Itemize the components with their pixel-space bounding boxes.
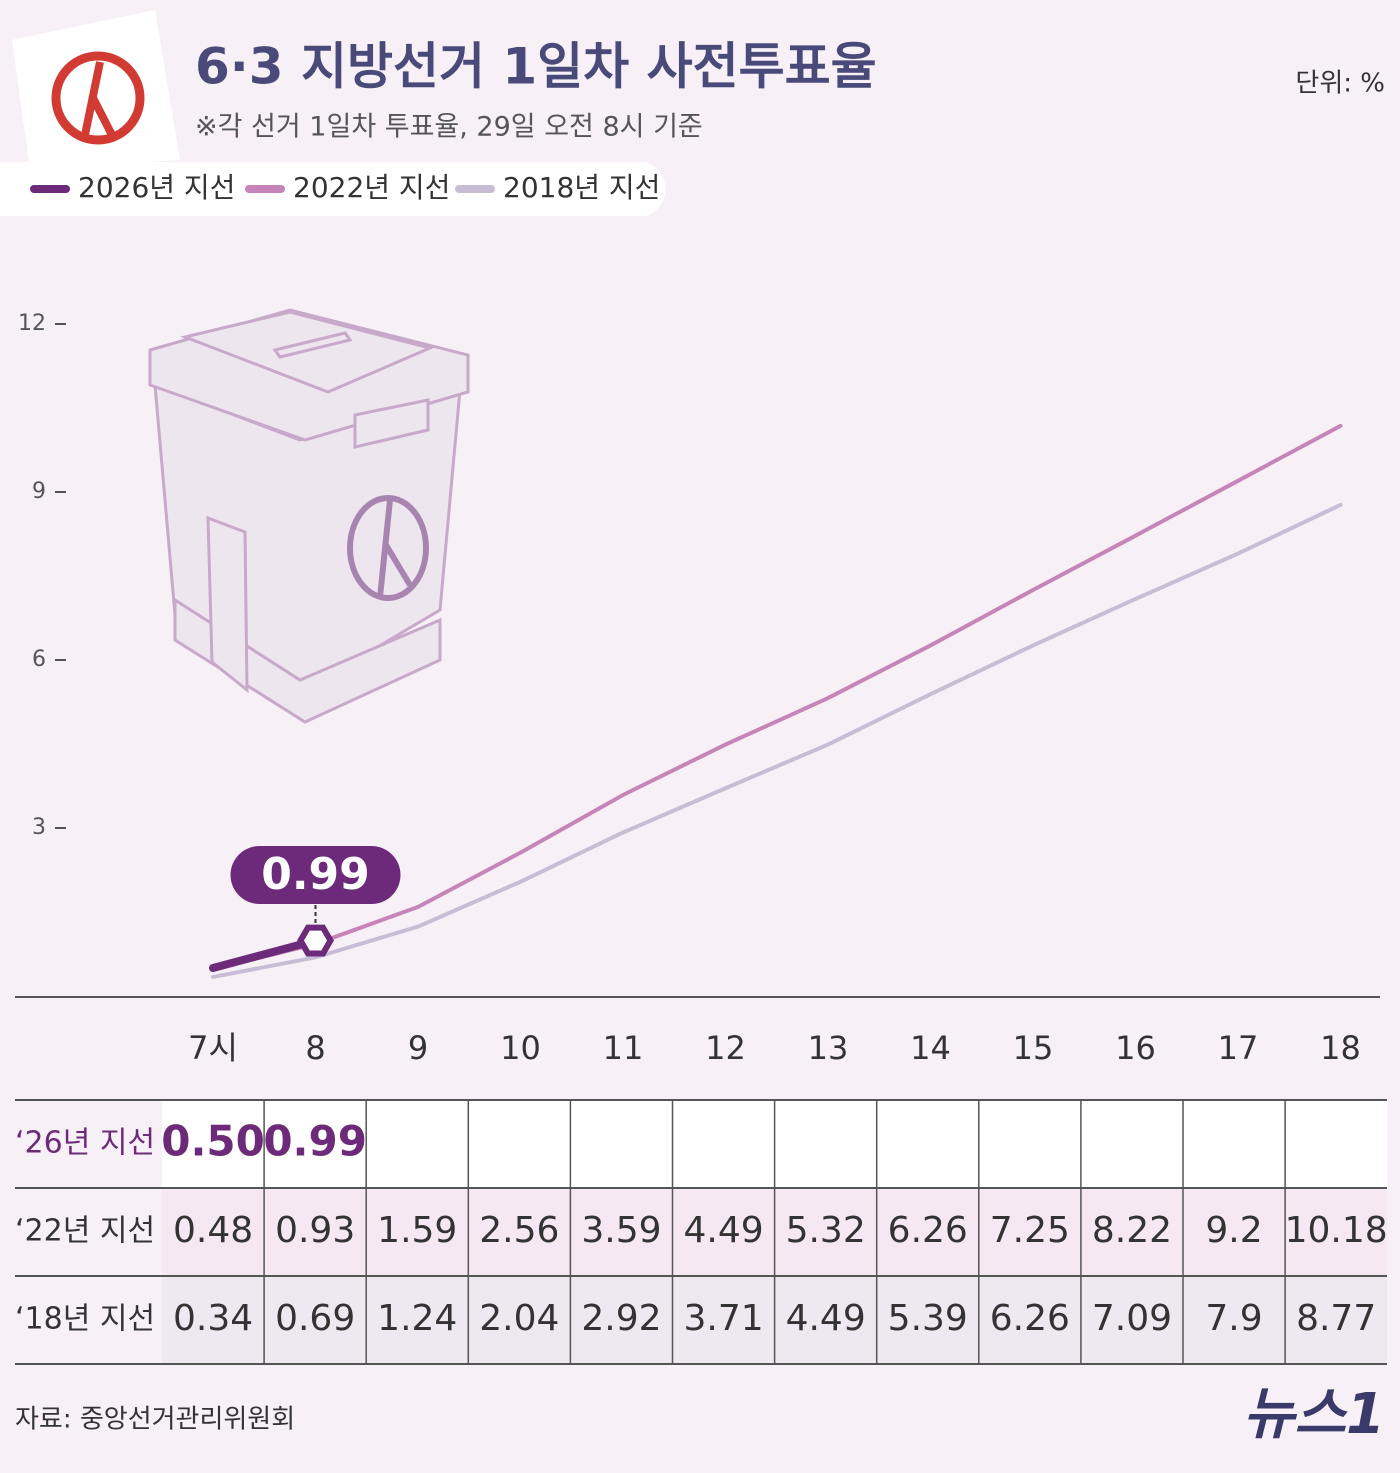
- x-tick-label: 9: [408, 1029, 428, 1067]
- table-cell: 5.39: [888, 1298, 968, 1339]
- y-tick-label: 9: [32, 479, 46, 504]
- series-line: [211, 423, 1343, 972]
- table-cell: 7.25: [990, 1210, 1070, 1251]
- legend-label: 2022년 지선: [293, 171, 450, 204]
- x-tick-label: 8: [305, 1029, 325, 1067]
- table-cell: 8.77: [1296, 1298, 1376, 1339]
- table-cell: 1.24: [377, 1298, 457, 1339]
- table-cell: 0.50: [161, 1117, 265, 1166]
- table-cell: 2.92: [581, 1298, 661, 1339]
- row-label: ‘26년 지선: [15, 1126, 155, 1161]
- table-cell: 4.49: [683, 1210, 763, 1251]
- y-tick-label: 3: [32, 815, 46, 840]
- logo: 뉴스1: [1243, 1382, 1385, 1447]
- table-cell: 1.59: [377, 1210, 457, 1251]
- row-label: ‘18년 지선: [15, 1302, 155, 1337]
- point-marker: [297, 924, 334, 957]
- table-cell: 2.04: [479, 1298, 559, 1339]
- table-cell: 10.18: [1285, 1210, 1388, 1251]
- legend-label: 2026년 지선: [78, 171, 235, 204]
- table-cell: 0.34: [173, 1298, 253, 1339]
- x-tick-label: 11: [603, 1029, 644, 1067]
- table-cell: 0.69: [275, 1298, 355, 1339]
- x-tick-label: 12: [705, 1029, 746, 1067]
- table-cell: 0.93: [275, 1210, 355, 1251]
- table: ‘26년 지선 0.500.99 ‘22년 지선 0.48 0.93 1.59 2.56 3.…: [15, 1099, 1388, 1365]
- table-cell: 6.26: [888, 1210, 968, 1251]
- table-cell: 3.59: [581, 1210, 661, 1251]
- series-line: [211, 502, 1343, 979]
- stamp-icon: [12, 10, 180, 170]
- x-tick-label: 13: [808, 1029, 849, 1067]
- table-cell: 7.09: [1092, 1298, 1172, 1339]
- table-cell: 3.71: [683, 1298, 763, 1339]
- callout-label: 0.99: [261, 849, 370, 900]
- legend-label: 2018년 지선: [503, 171, 660, 204]
- table-cell: 4.49: [786, 1298, 866, 1339]
- row-label: ‘22년 지선: [15, 1214, 155, 1249]
- series-line: [209, 936, 320, 972]
- table-cell: 0.99: [263, 1117, 367, 1166]
- unit: 단위: %: [1295, 69, 1385, 99]
- subtitle: ※각 선거 1일차 투표율, 29일 오전 8시 기준: [195, 112, 703, 143]
- table-cell: 9.2: [1205, 1210, 1262, 1251]
- table-cell: 6.26: [990, 1298, 1070, 1339]
- table-cell: 8.22: [1092, 1210, 1172, 1251]
- table-cell: 7.9: [1205, 1298, 1262, 1339]
- x-tick-label: 7시: [188, 1029, 238, 1067]
- ballot-box: [148, 308, 470, 724]
- x-tick-label: 16: [1115, 1029, 1156, 1067]
- x-tick-label: 15: [1013, 1029, 1054, 1067]
- table-cell: 0.48: [173, 1210, 253, 1251]
- y-tick-label: 12: [18, 311, 46, 336]
- table-cell: 5.32: [786, 1210, 866, 1251]
- source: 자료: 중앙선거관리위원회: [15, 1405, 295, 1435]
- x-tick-label: 10: [500, 1029, 541, 1067]
- title: 6·3 지방선거 1일차 사전투표율: [195, 38, 877, 96]
- legend-box: [0, 162, 666, 216]
- callout-box: [230, 846, 401, 904]
- x-tick-label: 17: [1218, 1029, 1259, 1067]
- y-tick-label: 6: [32, 647, 46, 672]
- x-tick-label: 14: [910, 1029, 951, 1067]
- x-tick-label: 18: [1320, 1029, 1361, 1067]
- table-cell: 2.56: [479, 1210, 559, 1251]
